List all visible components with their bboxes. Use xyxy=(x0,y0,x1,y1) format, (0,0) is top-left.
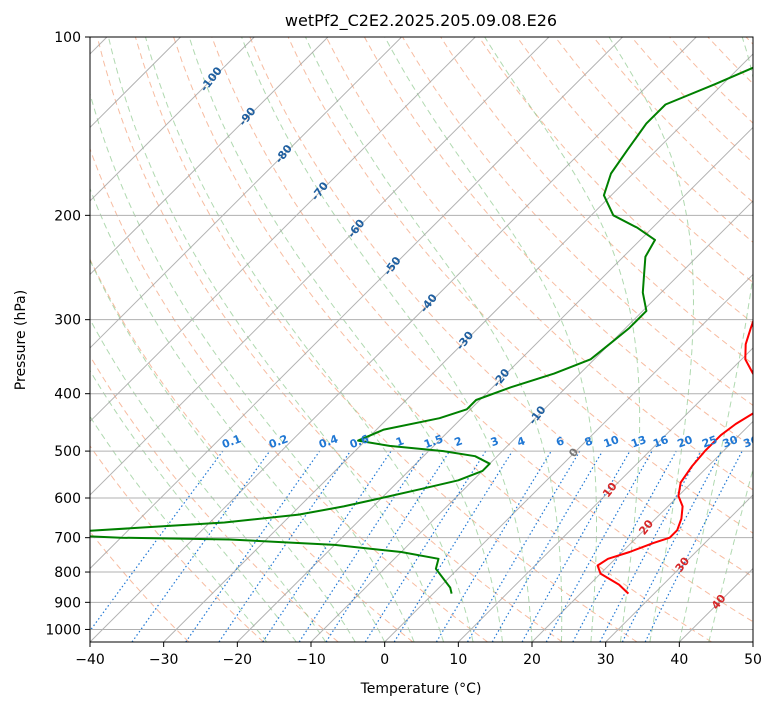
y-tick-label: 100 xyxy=(54,30,81,46)
x-tick-label: 40 xyxy=(670,652,688,668)
dry-adiabat xyxy=(211,37,753,623)
mixing-ratio-label: 0.4 xyxy=(317,432,340,451)
dry-adiabat xyxy=(173,37,712,642)
profile-traces xyxy=(90,66,753,595)
mixing-ratio-label: 13 xyxy=(629,433,648,450)
mixing-ratio-line xyxy=(521,450,631,642)
isotherm xyxy=(90,37,402,349)
mixing-ratio-label: 1 xyxy=(394,434,406,449)
mixing-ratio-line xyxy=(185,450,321,642)
x-tick-label: 50 xyxy=(744,652,762,668)
mixing-ratio-label: 10 xyxy=(602,433,621,451)
mixing-ratio-line xyxy=(393,450,513,642)
dry-adiabat xyxy=(134,37,638,642)
isotherm xyxy=(605,494,753,642)
mixing-ratio-label: 30 xyxy=(721,433,740,451)
x-tick-label: 10 xyxy=(449,652,467,668)
mixing-ratio-label: 3 xyxy=(489,434,501,449)
x-tick-label: −10 xyxy=(296,652,326,668)
isotherm xyxy=(236,126,753,642)
isotherm xyxy=(457,347,753,642)
isotherm xyxy=(90,37,697,642)
x-tick-label: 20 xyxy=(523,652,541,668)
moist-adiabat xyxy=(188,37,503,642)
moist-adiabat xyxy=(108,37,445,642)
y-tick-label: 700 xyxy=(54,531,81,547)
isotherm xyxy=(90,37,329,276)
moist-adiabat xyxy=(90,369,297,642)
mixing-ratio-line xyxy=(131,450,271,642)
mixing-ratio-line xyxy=(545,450,653,642)
isotherm xyxy=(90,37,255,202)
x-tick-label: −40 xyxy=(75,652,105,668)
y-tick-label: 600 xyxy=(54,491,81,507)
moist-adiabat xyxy=(305,37,563,642)
dry-adiabat xyxy=(249,37,753,578)
x-tick-label: −20 xyxy=(223,652,253,668)
x-tick-label: −30 xyxy=(149,652,179,668)
moist-adiabat xyxy=(90,318,327,642)
temperature-trace xyxy=(596,318,753,595)
pressure-gridlines xyxy=(90,37,753,630)
mixing-ratio-line xyxy=(644,450,743,642)
dewpoint-trace xyxy=(90,66,753,594)
dry-adiabat xyxy=(90,445,264,642)
mixing-ratio-label: 8 xyxy=(583,434,595,449)
dry-adiabat xyxy=(516,37,753,284)
mixing-ratio-line xyxy=(325,450,451,642)
mixing-ratio-label: 16 xyxy=(651,433,670,451)
mixing-ratio-line xyxy=(364,450,487,642)
mixing-ratio-label: 25 xyxy=(700,433,719,450)
mixing-ratio-line xyxy=(90,450,224,632)
moist-adiabat xyxy=(678,37,753,642)
moist-adiabat xyxy=(384,37,597,642)
dry-adiabat xyxy=(90,258,414,642)
isotherm xyxy=(90,37,623,570)
plot-frame xyxy=(89,36,754,643)
x-tick-label: 30 xyxy=(597,652,615,668)
axes: −40 −30 −20 −10 0 10 20 30 40 5010020030040050060… xyxy=(45,30,762,668)
dry-adiabat xyxy=(96,37,563,642)
y-tick-label: 900 xyxy=(54,595,81,611)
dry-adiabat xyxy=(90,355,339,642)
x-axis-title: Temperature (°C) xyxy=(360,681,482,697)
moist-adiabat xyxy=(241,37,533,642)
moist-adiabat xyxy=(90,415,268,642)
mixing-ratio-line xyxy=(262,450,392,642)
mixing-ratio-line xyxy=(572,450,677,642)
moist-adiabat xyxy=(90,187,386,642)
mixing-ratio-label: 0.1 xyxy=(220,432,243,451)
isotherm xyxy=(531,420,753,642)
y-tick-label: 500 xyxy=(54,444,81,460)
isotherm xyxy=(90,37,476,423)
chart-title: wetPf2_C2E2.2025.205.09.08.E26 xyxy=(285,11,557,31)
y-axis-title: Pressure (hPa) xyxy=(13,290,29,390)
background-lines xyxy=(90,37,753,642)
mixing-ratio-label: 36 xyxy=(742,433,761,451)
moist-adiabat xyxy=(145,37,474,642)
mixing-ratio-line xyxy=(218,450,351,642)
y-tick-label: 300 xyxy=(54,313,81,329)
y-tick-label: 1000 xyxy=(45,622,81,638)
isotherm xyxy=(90,37,550,496)
mixing-ratio-label: 0.2 xyxy=(267,432,290,451)
moist-adiabat xyxy=(608,37,695,642)
mixing-ratio-label: 0.6 xyxy=(348,432,371,451)
isotherm xyxy=(384,273,753,642)
mixing-ratio-label: 20 xyxy=(676,433,695,451)
moist-adiabat xyxy=(484,37,641,642)
mixing-ratio-label: 6 xyxy=(554,434,566,449)
y-tick-label: 800 xyxy=(54,565,81,581)
x-tick-label: 0 xyxy=(380,652,389,668)
mixing-ratio-label: 2 xyxy=(453,434,465,449)
y-tick-label: 200 xyxy=(54,208,81,224)
moist-adiabat xyxy=(90,259,356,642)
mixing-ratio-label: 4 xyxy=(515,434,527,449)
moist-adiabat xyxy=(708,467,753,642)
y-tick-label: 400 xyxy=(54,387,81,403)
dry-adiabat xyxy=(287,37,753,534)
mixing-ratio-label: 1.5 xyxy=(422,432,445,451)
